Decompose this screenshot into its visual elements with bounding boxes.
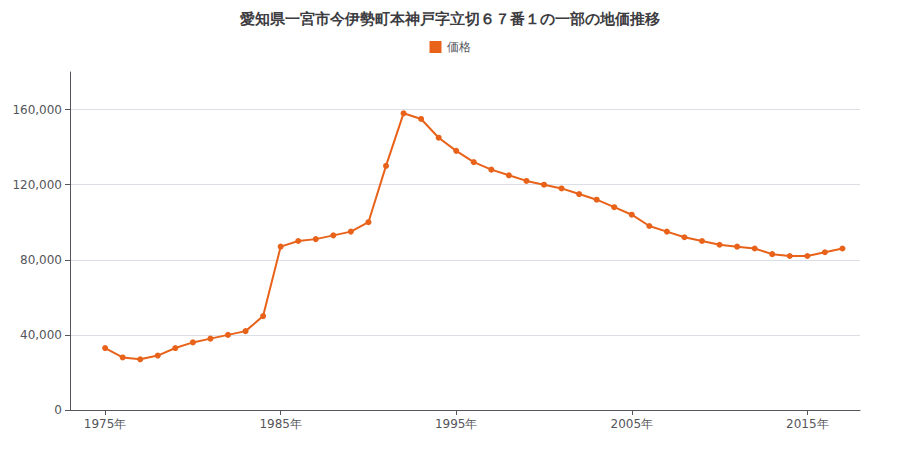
svg-text:愛知県一宮市今伊勢町本神戸字立切６７番１の一部の地価推移: 愛知県一宮市今伊勢町本神戸字立切６７番１の一部の地価推移 — [240, 10, 660, 28]
svg-text:120,000: 120,000 — [12, 178, 62, 192]
svg-text:2015年: 2015年 — [786, 417, 829, 431]
svg-text:0: 0 — [54, 403, 62, 417]
svg-text:1995年: 1995年 — [435, 417, 478, 431]
svg-text:40,000: 40,000 — [20, 328, 62, 342]
svg-text:80,000: 80,000 — [20, 253, 62, 267]
svg-text:1975年: 1975年 — [84, 417, 127, 431]
svg-text:160,000: 160,000 — [12, 103, 62, 117]
svg-text:1985年: 1985年 — [259, 417, 302, 431]
svg-text:価格: 価格 — [447, 40, 471, 54]
svg-text:2005年: 2005年 — [611, 417, 654, 431]
